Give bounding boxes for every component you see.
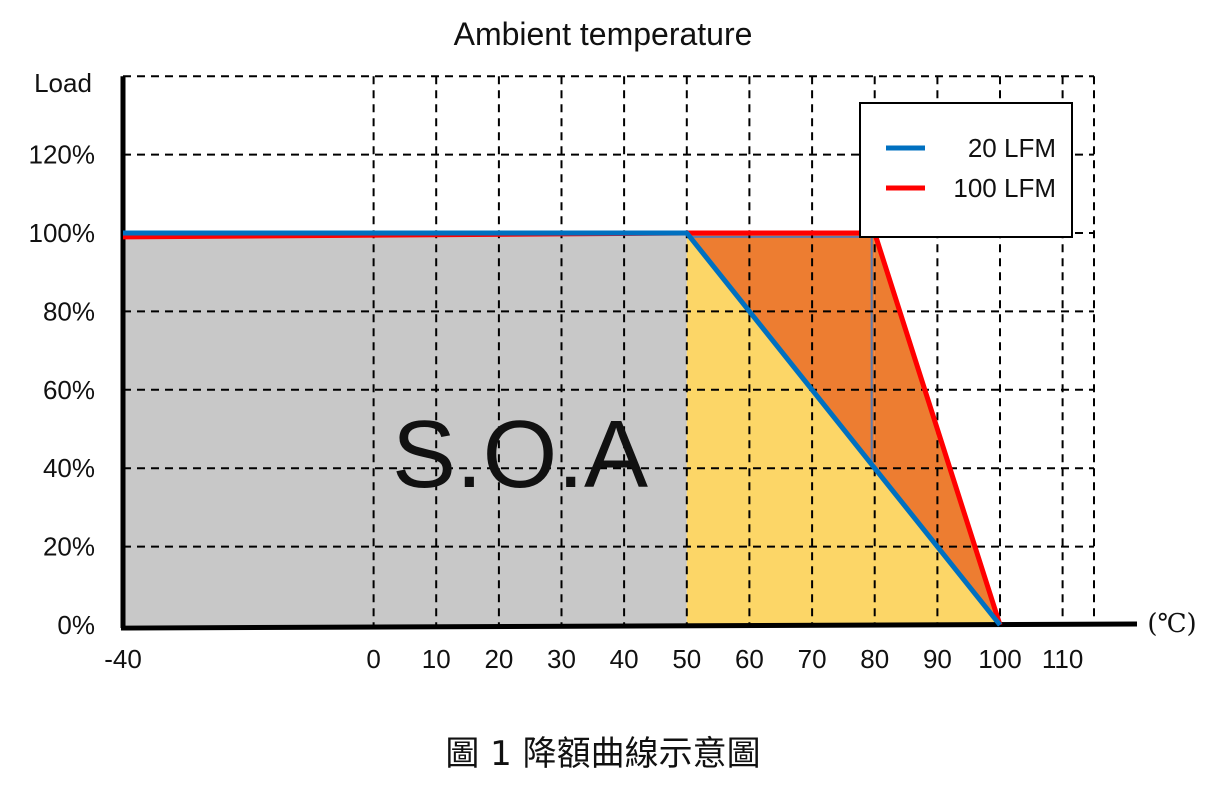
x-tick-label: -40 [104, 644, 142, 674]
y-tick-labels: 0% 20% 40% 60% 80% 100% 120% [29, 140, 96, 640]
figure-caption: 圖 1 降額曲線示意圖 [445, 734, 760, 774]
legend: 20 LFM 100 LFM [859, 102, 1073, 238]
x-tick-labels: -40 0 10 20 30 40 50 60 70 80 90 100 110 [104, 644, 1083, 674]
x-tick-label: 60 [735, 644, 764, 674]
x-tick-label: 0 [366, 644, 380, 674]
axes [120, 76, 1138, 631]
region-0 [123, 233, 687, 625]
series-lines [122, 230, 1003, 627]
x-tick-label: 30 [547, 644, 576, 674]
y-tick-label: 120% [29, 140, 96, 170]
x-tick-label: 80 [860, 644, 889, 674]
y-tick-label: 20% [43, 532, 95, 562]
y-axis-label: Load [34, 68, 92, 98]
x-tick-label: 90 [923, 644, 952, 674]
x-axis [120, 621, 1138, 631]
y-tick-label: 100% [29, 218, 96, 248]
y-tick-label: 80% [43, 296, 95, 326]
y-tick-label: 40% [43, 453, 95, 483]
x-tick-label: 10 [422, 644, 451, 674]
x-tick-label: 100 [978, 644, 1021, 674]
x-tick-label: 70 [798, 644, 827, 674]
soa-annotation: S.O.A [392, 401, 648, 508]
legend-box [859, 102, 1073, 238]
x-tick-label: 50 [672, 644, 701, 674]
x-tick-label: 20 [484, 644, 513, 674]
x-tick-label: 40 [610, 644, 639, 674]
y-tick-label: 0% [57, 610, 95, 640]
series-line-0 [123, 230, 1002, 627]
chart-title: Ambient temperature [454, 16, 753, 52]
x-tick-label: 110 [1042, 644, 1083, 674]
legend-label-0: 20 LFM [968, 133, 1056, 163]
y-tick-label: 60% [43, 375, 95, 405]
x-axis-unit: (℃) [1147, 609, 1196, 639]
legend-label-1: 100 LFM [953, 173, 1056, 203]
